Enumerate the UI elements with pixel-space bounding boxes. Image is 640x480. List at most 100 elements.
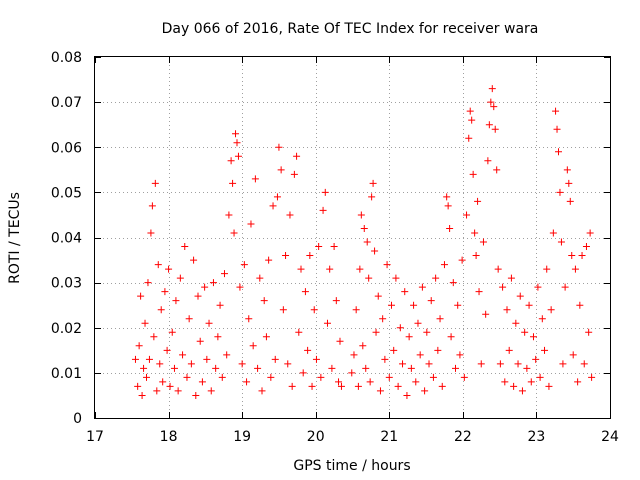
data-point [566,197,574,205]
data-point [557,238,565,246]
data-point [479,238,487,246]
data-point [379,315,387,323]
data-point [416,351,424,359]
data-point [359,342,367,350]
data-point [521,328,529,336]
data-point [185,315,193,323]
data-point [234,152,242,160]
data-point [357,211,365,219]
data-point [588,373,596,381]
data-point [496,360,504,368]
data-point [568,252,576,260]
data-point [181,243,189,251]
plot-frame [94,56,611,419]
data-point [484,157,492,165]
data-point [490,103,498,111]
data-point [412,378,420,386]
data-point [147,229,155,237]
data-point [279,306,287,314]
data-point [284,360,292,368]
data-point [288,382,296,390]
data-point [396,324,404,332]
data-point [425,360,433,368]
data-point [135,342,143,350]
data-point [574,378,582,386]
data-point [465,134,473,142]
data-point [447,333,455,341]
x-tick-label: 20 [307,429,325,445]
y-tick-label: 0.02 [51,321,82,337]
y-tick-label: 0.08 [51,50,82,66]
data-point [223,351,231,359]
data-point [145,355,153,363]
data-point [238,360,246,368]
data-point [275,143,283,151]
data-point [372,328,380,336]
data-point [438,382,446,390]
data-point [414,319,422,327]
data-point [578,252,586,260]
data-point [240,261,248,269]
data-point [434,346,442,354]
data-point [326,265,334,273]
data-point [323,319,331,327]
data-point [297,265,305,273]
data-point [308,382,316,390]
data-point [140,364,148,372]
data-point [505,346,513,354]
data-point [230,229,238,237]
x-tick-label: 18 [160,429,178,445]
data-point [403,391,411,399]
data-point [452,364,459,372]
data-point [563,166,571,174]
data-point [151,179,159,187]
data-point [352,306,360,314]
data-point [381,355,389,363]
data-point [454,301,462,309]
data-point [310,306,318,314]
data-point [440,261,448,269]
data-point [507,274,515,282]
data-point [552,107,560,115]
data-point [368,193,376,201]
data-point [491,125,499,133]
data-point [360,224,368,232]
data-point [174,387,182,395]
x-tick-label: 23 [528,429,546,445]
data-point [561,283,569,291]
data-point [190,256,198,264]
data-point [444,202,452,210]
x-tick-label: 24 [601,429,619,445]
data-point [571,265,579,273]
data-point [429,373,437,381]
grid-lines [95,57,610,418]
data-point [209,279,217,287]
data-point [328,364,336,372]
data-point [471,229,479,237]
data-point [170,364,178,372]
data-point [295,328,303,336]
data-point [534,283,542,291]
data-point [523,364,531,372]
data-point [369,179,377,187]
data-point [258,387,266,395]
data-point [192,391,200,399]
data-point [245,315,253,323]
data-point [374,292,382,300]
data-point [555,148,562,156]
axis-ticks [95,57,611,419]
data-point [319,206,327,214]
data-point [299,369,307,377]
data-point [362,364,370,372]
data-point [458,256,466,264]
data-point [525,301,533,309]
data-point [251,175,259,183]
data-point [354,382,362,390]
data-point [510,382,518,390]
data-point [383,261,391,269]
x-tick-label: 22 [454,429,472,445]
y-tick-labels: 0 0.01 0.02 0.03 0.04 0.05 0.06 0.07 0.08 [51,50,82,427]
data-point [236,283,244,291]
data-point [463,211,471,219]
data-point [366,378,374,386]
